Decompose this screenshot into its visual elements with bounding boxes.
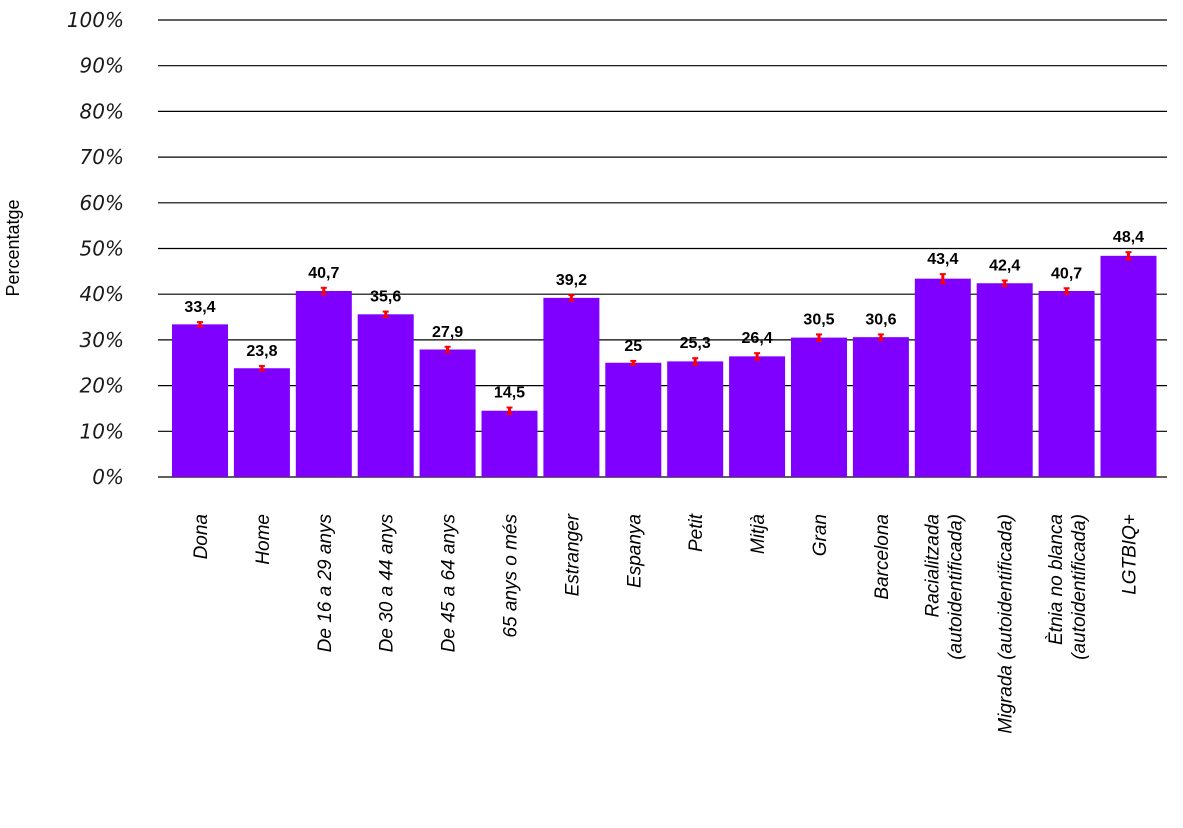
- y-tick-label: 20%: [80, 374, 124, 398]
- x-tick-label-line: LGTBIQ+: [1120, 514, 1141, 595]
- data-label: 27,9: [432, 324, 463, 341]
- x-tick-label: Migrada (autoidentificada): [996, 514, 1017, 734]
- x-tick-label: Petit: [686, 513, 707, 552]
- x-tick-label-line: Dona: [191, 514, 212, 559]
- bar: [852, 337, 909, 477]
- data-label: 40,7: [1051, 265, 1082, 282]
- x-tick-label: Home: [253, 514, 274, 565]
- y-tick-label: 60%: [80, 191, 124, 215]
- bar: [233, 368, 290, 477]
- data-label: 23,8: [246, 343, 277, 360]
- x-tick-label-line: Migrada (autoidentificada): [996, 514, 1017, 734]
- x-axis-ticks: Dona Home De 16 a 29 anys De 30 a 44 anys De…: [191, 513, 1141, 733]
- x-tick-label: Dona: [191, 514, 212, 559]
- data-label: 30,6: [865, 311, 896, 328]
- x-tick-label: De 30 a 44 anys: [377, 514, 398, 653]
- x-tick-label-line: (autoidentificada): [1069, 514, 1090, 660]
- x-tick-label: LGTBIQ+: [1120, 514, 1141, 595]
- x-tick-label-line: Gran: [810, 514, 831, 556]
- bar: [667, 361, 724, 477]
- x-tick-label-line: (autoidentificada): [945, 514, 966, 660]
- bar: [543, 297, 600, 477]
- data-label: 35,6: [370, 289, 401, 306]
- bar: [791, 337, 847, 477]
- error-bars: [197, 251, 1132, 415]
- x-tick-label: Barcelona: [872, 514, 893, 600]
- data-label: 33,4: [184, 299, 215, 316]
- y-tick-label: 30%: [80, 328, 124, 352]
- x-tick-label-line: Barcelona: [872, 514, 893, 600]
- x-tick-label-line: Espanya: [624, 514, 645, 588]
- x-tick-label-line: De 30 a 44 anys: [377, 514, 398, 653]
- bar: [976, 283, 1033, 477]
- x-tick-label-line: 65 anys o més: [501, 514, 522, 638]
- data-label: 40,7: [308, 265, 339, 282]
- bar: [914, 278, 971, 477]
- bar: [295, 291, 352, 477]
- bar: [1038, 291, 1095, 477]
- bar: [729, 356, 786, 477]
- y-tick-label: 100%: [67, 8, 124, 32]
- y-tick-label: 90%: [80, 54, 124, 78]
- x-tick-label-line: Ètnia no blanca: [1046, 514, 1067, 645]
- x-tick-label: Mitjà: [748, 514, 769, 554]
- bars: [172, 255, 1157, 477]
- y-axis-label: Percentatge: [3, 199, 23, 296]
- x-tick-label: Gran: [810, 514, 831, 556]
- bar: [605, 362, 662, 477]
- y-tick-label: 50%: [80, 237, 124, 261]
- data-label: 25,3: [680, 335, 711, 352]
- x-tick-label-line: Racialitzada: [922, 514, 943, 618]
- bar: [1100, 255, 1157, 477]
- data-label: 48,4: [1113, 229, 1144, 246]
- bar: [481, 410, 538, 477]
- data-label: 26,4: [742, 330, 773, 347]
- data-label: 14,5: [494, 385, 525, 402]
- data-label: 30,5: [803, 311, 834, 328]
- y-axis-ticks: 0% 10% 20% 30% 40% 50% 60% 70% 80% 90% 100%: [67, 8, 124, 489]
- x-tick-label-line: Home: [253, 514, 274, 565]
- x-tick-label-line: De 45 a 64 anys: [439, 514, 460, 653]
- x-tick-label: Ètnia no blanca (autoidentificada): [1046, 514, 1090, 660]
- x-tick-label: 65 anys o més: [501, 514, 522, 638]
- x-tick-label-line: Estranger: [562, 513, 583, 596]
- x-tick-label-line: Mitjà: [748, 514, 769, 554]
- bar: [172, 324, 228, 477]
- y-tick-label: 80%: [80, 99, 124, 123]
- bar: [419, 349, 476, 477]
- y-tick-label: 0%: [92, 465, 124, 489]
- y-tick-label: 10%: [80, 419, 124, 443]
- data-label: 42,4: [989, 257, 1020, 274]
- x-tick-label: Racialitzada (autoidentificada): [922, 514, 966, 660]
- x-tick-label: Estranger: [562, 513, 583, 596]
- x-tick-label: Espanya: [624, 514, 645, 588]
- data-label: 25: [624, 338, 642, 355]
- y-tick-label: 40%: [80, 282, 124, 306]
- data-labels: 33,4 23,8 40,7 35,6 27,9 14,5 39,2 25 25,3 26,4 30…: [184, 229, 1144, 401]
- x-tick-label-line: De 16 a 29 anys: [315, 514, 336, 653]
- y-tick-label: 70%: [80, 145, 124, 169]
- x-tick-label: De 16 a 29 anys: [315, 514, 336, 653]
- x-tick-label: De 45 a 64 anys: [439, 514, 460, 653]
- bar: [357, 314, 414, 477]
- x-tick-label-line: Petit: [686, 513, 707, 552]
- data-label: 43,4: [927, 251, 958, 268]
- data-label: 39,2: [556, 272, 587, 289]
